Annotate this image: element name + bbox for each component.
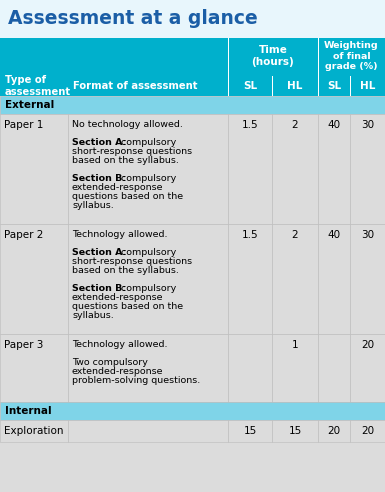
Text: short-response questions: short-response questions — [72, 257, 192, 266]
Bar — [228, 38, 229, 76]
Text: Weighting
of final
grade (%): Weighting of final grade (%) — [324, 41, 379, 71]
Text: compulsory: compulsory — [117, 174, 176, 183]
Text: No technology allowed.: No technology allowed. — [72, 120, 183, 129]
Text: Type of
assessment: Type of assessment — [5, 75, 71, 97]
Text: Paper 1: Paper 1 — [4, 120, 44, 130]
Text: Paper 2: Paper 2 — [4, 230, 44, 240]
Text: Section B:: Section B: — [72, 284, 126, 293]
Bar — [68, 224, 228, 334]
Bar — [272, 420, 318, 442]
Text: short-response questions: short-response questions — [72, 147, 192, 156]
Text: Section A:: Section A: — [72, 138, 126, 147]
Text: 30: 30 — [361, 230, 374, 240]
Text: 2: 2 — [292, 230, 298, 240]
Bar — [0, 420, 68, 442]
Bar — [0, 38, 385, 96]
Bar — [68, 114, 228, 224]
Text: 40: 40 — [327, 120, 341, 130]
Text: Technology allowed.: Technology allowed. — [72, 230, 167, 239]
Text: 1: 1 — [292, 340, 298, 350]
Text: 20: 20 — [327, 426, 341, 436]
Text: 40: 40 — [327, 230, 341, 240]
Text: Paper 3: Paper 3 — [4, 340, 44, 350]
Text: SL: SL — [327, 81, 341, 91]
Text: 30: 30 — [361, 120, 374, 130]
Text: Format of assessment: Format of assessment — [73, 81, 198, 91]
Text: Time
(hours): Time (hours) — [252, 45, 295, 67]
Text: 2: 2 — [292, 120, 298, 130]
Text: 15: 15 — [288, 426, 301, 436]
Bar — [0, 334, 68, 402]
Text: syllabus.: syllabus. — [72, 201, 114, 210]
Text: problem-solving questions.: problem-solving questions. — [72, 376, 200, 385]
Text: Technology allowed.: Technology allowed. — [72, 340, 167, 349]
Bar — [272, 114, 318, 224]
Text: syllabus.: syllabus. — [72, 311, 114, 320]
Text: HL: HL — [360, 81, 375, 91]
Text: Two compulsory: Two compulsory — [72, 358, 148, 367]
Text: compulsory: compulsory — [117, 248, 176, 257]
Bar — [271, 76, 273, 96]
Bar — [68, 420, 228, 442]
Bar — [350, 420, 385, 442]
Text: 20: 20 — [361, 426, 374, 436]
Bar — [0, 114, 68, 224]
Text: 15: 15 — [243, 426, 257, 436]
Text: based on the syllabus.: based on the syllabus. — [72, 266, 179, 275]
Bar — [318, 114, 350, 224]
Text: Assessment at a glance: Assessment at a glance — [8, 9, 258, 29]
Bar — [228, 224, 272, 334]
Text: 1.5: 1.5 — [242, 230, 258, 240]
Text: extended-response: extended-response — [72, 293, 164, 302]
Bar — [318, 224, 350, 334]
Bar — [0, 224, 68, 334]
Bar — [350, 114, 385, 224]
Text: Section B:: Section B: — [72, 174, 126, 183]
Text: SL: SL — [243, 81, 257, 91]
Text: based on the syllabus.: based on the syllabus. — [72, 156, 179, 165]
Text: compulsory: compulsory — [117, 138, 176, 147]
Bar — [318, 334, 350, 402]
Text: External: External — [5, 100, 54, 110]
Text: 1.5: 1.5 — [242, 120, 258, 130]
Text: Section A:: Section A: — [72, 248, 126, 257]
Text: HL: HL — [287, 81, 303, 91]
Bar — [350, 224, 385, 334]
Text: 20: 20 — [361, 340, 374, 350]
Text: compulsory: compulsory — [117, 284, 176, 293]
Bar — [272, 224, 318, 334]
Text: extended-response: extended-response — [72, 183, 164, 192]
Bar — [228, 76, 229, 96]
Text: questions based on the: questions based on the — [72, 302, 183, 311]
Text: questions based on the: questions based on the — [72, 192, 183, 201]
Bar — [228, 76, 229, 96]
Bar — [228, 334, 272, 402]
Bar — [228, 114, 272, 224]
Text: Internal: Internal — [5, 406, 52, 416]
Bar — [0, 96, 385, 114]
Bar — [228, 420, 272, 442]
Bar — [0, 402, 385, 420]
Bar — [0, 0, 385, 38]
Text: Exploration: Exploration — [4, 426, 64, 436]
Bar — [272, 334, 318, 402]
Text: extended-response: extended-response — [72, 367, 164, 376]
Bar — [350, 334, 385, 402]
Bar — [318, 420, 350, 442]
Bar — [68, 334, 228, 402]
